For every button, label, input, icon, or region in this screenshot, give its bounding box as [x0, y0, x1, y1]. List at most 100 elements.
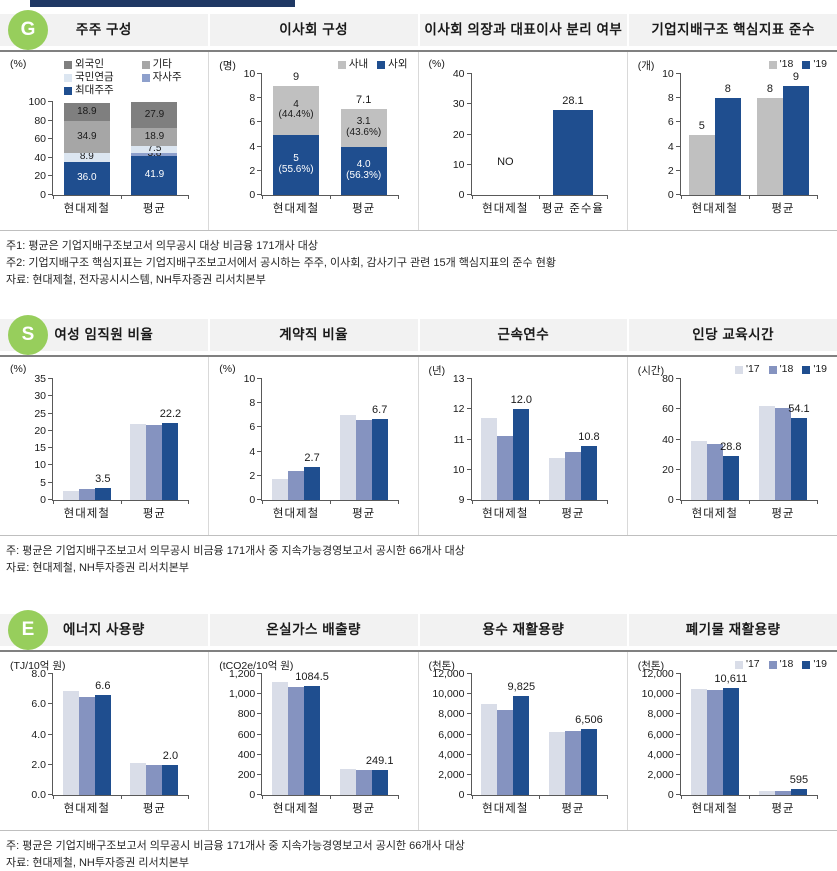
- y-tick: [466, 499, 472, 500]
- chart-title: 근속연수: [419, 319, 628, 351]
- category-label: 현대제철: [272, 508, 320, 520]
- category-label: 현대제철: [272, 803, 320, 815]
- note-line: 주2: 기업지배구조 핵심지표는 기업지배구조보고서에서 공시하는 주주, 이사…: [6, 257, 556, 269]
- y-tick-label: 0: [249, 189, 256, 201]
- bar: [497, 436, 514, 500]
- category-label: 현대제철: [63, 203, 110, 215]
- bar: [481, 418, 498, 500]
- x-tick: [471, 500, 473, 504]
- legend-item: 자사주: [141, 71, 182, 84]
- section-governance: G 주주 구성 이사회 구성 이사회 의장과 대표이사 분리 여부 기업지배구조…: [0, 10, 837, 289]
- y-tick: [257, 450, 263, 452]
- y-tick: [675, 773, 681, 775]
- y-tick: [466, 673, 472, 674]
- badge-governance: G: [8, 10, 48, 50]
- y-tick-label: 10: [243, 68, 256, 80]
- section-notes: 주1: 평균은 기업지배구조보고서 의무공시 대상 비금융 171개사 대상 주…: [0, 231, 837, 289]
- section-notes: 주: 평균은 기업지배구조보고서 의무공시 비금융 171개사 중 지속가능경영…: [0, 831, 837, 871]
- y-tick-label: 2,000: [647, 768, 674, 781]
- bar: [548, 731, 565, 795]
- plot-area: 9 10 11 12 13 현대제철 12.0 평균 10.8: [453, 373, 608, 520]
- data-label: 10,611: [714, 673, 748, 686]
- legend-item: '17: [734, 363, 760, 376]
- y-tick-label: 2: [667, 164, 674, 177]
- legend-label: '18: [779, 658, 794, 670]
- y-tick: [48, 412, 53, 414]
- data-label: 10.8: [578, 430, 600, 443]
- legend-item: 사외: [377, 58, 408, 71]
- bar: [339, 415, 356, 500]
- y-tick-label: 1,000: [228, 688, 256, 701]
- y-tick: [466, 73, 472, 74]
- bar: [774, 407, 791, 500]
- bar: [564, 730, 581, 795]
- y-tick-label: 30: [34, 390, 46, 403]
- chart-plot: (개) '18 '19 0 2 4 6 8 10 현대제철 5 8 평균 8 9: [636, 58, 829, 218]
- bar: [94, 487, 111, 500]
- axis-unit-label: (%): [219, 363, 236, 375]
- section-notes: 주: 평균은 기업지배구조보고서 의무공시 비금융 171개사 중 지속가능경영…: [0, 536, 837, 577]
- category-label: 현대제철: [691, 508, 738, 520]
- x-tick: [606, 500, 608, 504]
- y-tick-label: 0: [249, 789, 256, 801]
- charts-row: (%) 외국인 기타 국민연금 자사주 최대주주 0 20 40 60 80 100 현대제철 36.0 8…: [0, 50, 837, 231]
- y-tick: [48, 395, 53, 397]
- x-tick: [262, 795, 264, 799]
- legend-swatch: [377, 60, 386, 69]
- legend-item: '19: [802, 363, 827, 376]
- y-tick: [675, 499, 681, 500]
- y-tick: [257, 773, 263, 775]
- chart-panel: (tCO2e/10억 원) 0 200 400 600 800 1,000 1,200 현대제철…: [209, 652, 419, 830]
- bar-segment-label: 27.9: [144, 108, 165, 120]
- bar: [62, 491, 79, 500]
- y-tick-label: 2: [249, 164, 256, 177]
- bar-segment: 3.8: [131, 149, 178, 159]
- y-tick: [257, 499, 263, 500]
- legend-item: '18: [768, 58, 793, 71]
- axis-unit-label: (개): [637, 60, 655, 72]
- legend-swatch: [768, 60, 777, 69]
- x-tick: [120, 795, 122, 799]
- note-line: 주: 평균은 기업지배구조보고서 의무공시 비금융 171개사 중 지속가능경영…: [6, 545, 465, 557]
- y-tick-label: 20: [662, 463, 674, 476]
- data-label: 54.1: [788, 403, 810, 416]
- y-tick-label: 800: [237, 708, 256, 721]
- chart-title: 이사회 구성: [209, 14, 418, 46]
- category-label: 평균: [771, 203, 795, 215]
- plot-area: 0 2 4 6 8 10 현대제철 5 8 평균 8 9: [662, 68, 818, 215]
- bar-segment: 7.5: [131, 143, 178, 153]
- charts-row: (%) 0 5 10 15 20 25 30 35 현대제철 3.5 평균 22.2 (%) 0 2 4 6 8 1…: [0, 355, 837, 536]
- chart-panel: (년) 9 10 11 12 13 현대제철 12.0 평균 10.8: [419, 357, 628, 535]
- legend-swatch: [802, 60, 811, 69]
- legend-label: '18: [779, 363, 794, 375]
- x-tick: [680, 195, 682, 199]
- bar-segment: 18.9: [131, 127, 178, 146]
- axis-unit-label: (%): [10, 363, 27, 375]
- bar: [371, 418, 388, 500]
- axis-unit-label: (명): [219, 60, 236, 72]
- bar-segment-label: 5 (55.6%): [278, 153, 314, 175]
- bar-segment-label: 8.9: [79, 151, 94, 163]
- chart-plot: (%) 0 10 20 30 40 현대제철 NO 평균 준수율 28.1: [427, 58, 619, 218]
- data-label: 3.5: [95, 472, 111, 485]
- legend: '17 '18 '19: [734, 363, 827, 376]
- y-tick: [257, 97, 263, 99]
- y-tick-label: 20: [34, 424, 46, 437]
- bar-segment-label: 34.9: [77, 130, 97, 142]
- bar: [481, 704, 498, 795]
- y-tick-label: 10,000: [432, 688, 465, 701]
- bar: [690, 441, 707, 500]
- y-tick: [675, 408, 681, 410]
- plot-area: 0 20 40 60 80 100 현대제철 36.0 8.9 34.9 18.9 평균 41.9 3.8…: [28, 96, 190, 215]
- bar: [288, 687, 305, 795]
- y-tick-label: 15: [34, 442, 46, 455]
- y-tick-label: 0: [667, 494, 674, 506]
- axis-unit-label: (tCO2e/10억 원): [219, 660, 294, 672]
- plot-area: 0 10 20 30 40 현대제철 NO 평균 준수율 28.1: [453, 68, 608, 215]
- chart-panel: (천톤) 0 2,000 4,000 6,000 8,000 10,000 12,000 현대제…: [419, 652, 628, 830]
- chart-plot: (%) 0 5 10 15 20 25 30 35 현대제철 3.5 평균 22.2: [8, 363, 200, 523]
- source-line: 자료: 현대제철, NH투자증권 리서치본부: [6, 857, 189, 869]
- y-tick: [466, 163, 472, 165]
- bar: [548, 457, 565, 500]
- y-tick: [466, 194, 472, 195]
